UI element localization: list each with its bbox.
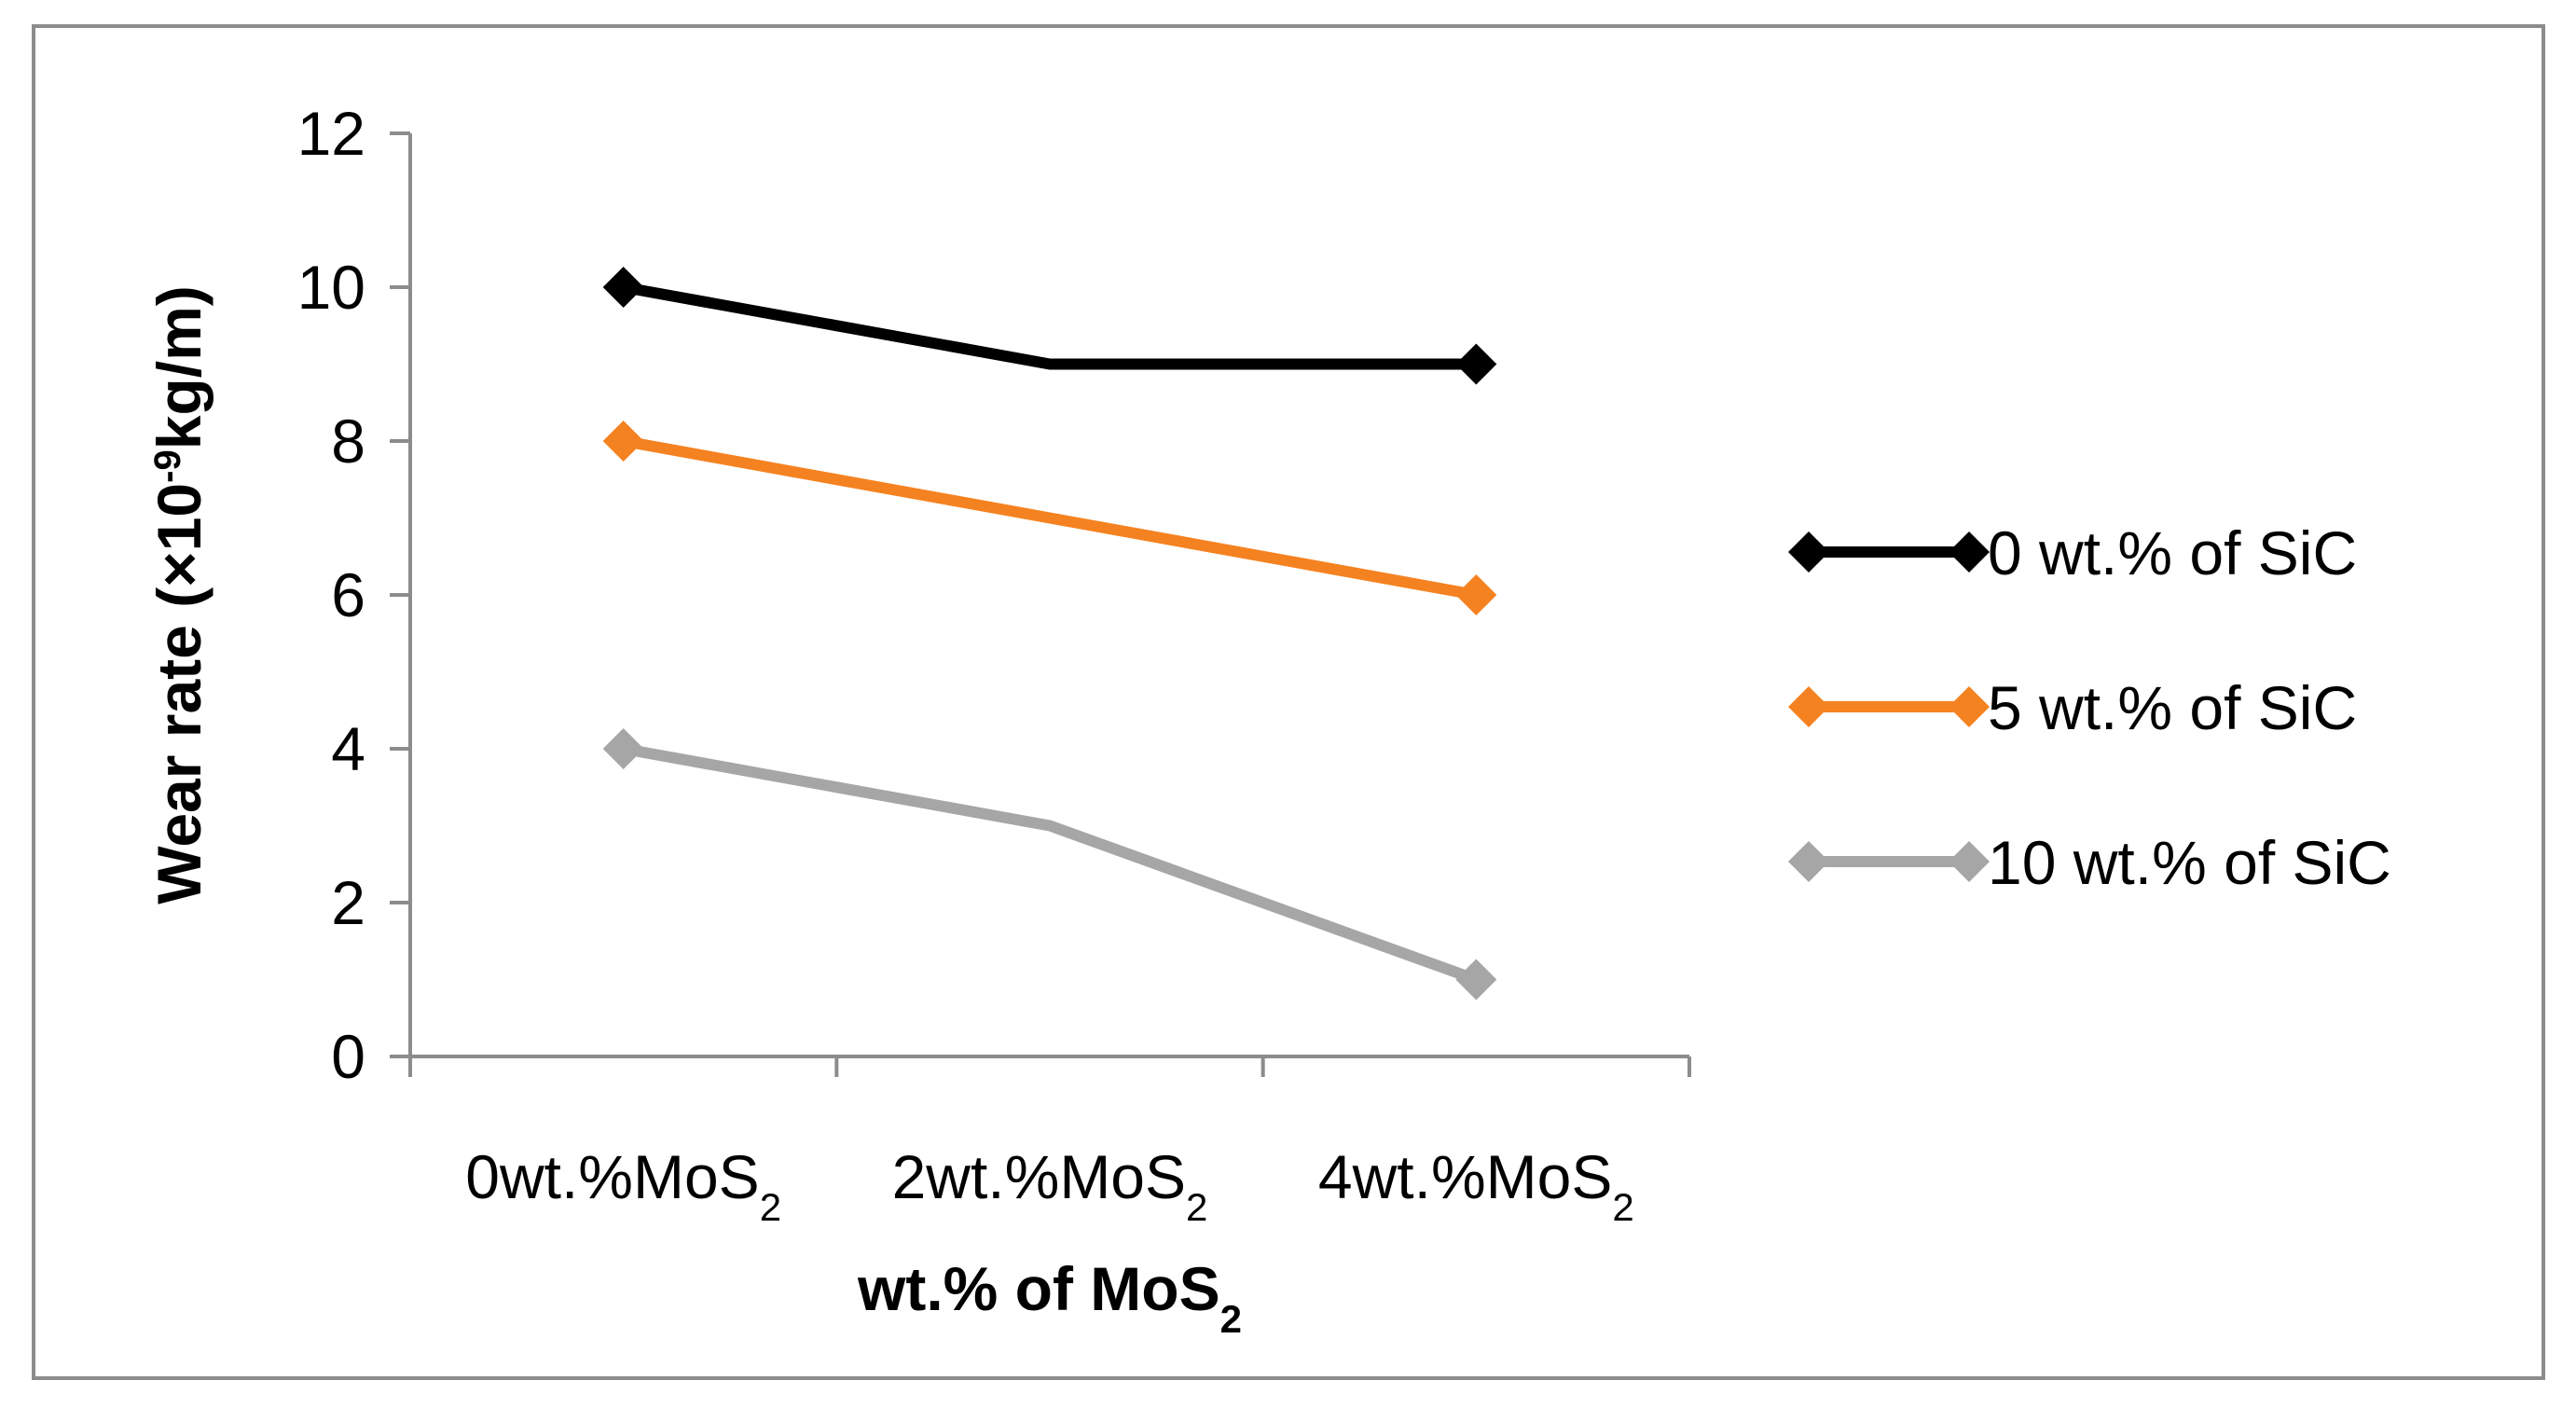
series-line [622,282,1477,370]
series-1 [602,421,1497,615]
legend-label: 10 wt.% of SiC [1988,828,2391,897]
series-line [622,435,1478,600]
y-tick-label: 2 [331,868,365,937]
y-ticks: 0 2 4 6 8 10 12 [297,99,410,1091]
data-point [602,728,644,769]
y-tick-label: 0 [331,1022,365,1091]
legend-label: 5 wt.% of SiC [1988,673,2357,742]
data-point [1455,343,1497,385]
legend: 0 wt.% of SiC 5 wt.% of SiC 10 wt.% of SiC [1788,518,2391,897]
legend-marker [1949,841,1990,882]
chart-frame [32,24,2545,1380]
legend-marker [1949,686,1990,727]
series-layer [602,267,1497,1001]
legend-item: 10 wt.% of SiC [1788,828,2391,897]
data-point [1455,574,1497,615]
legend-item: 5 wt.% of SiC [1788,673,2357,742]
y-axis-title: Wear rate (×10-9kg/m) [145,285,214,904]
data-point [602,421,644,462]
y-tick-label: 12 [297,99,365,168]
x-axis-title: wt.% of MoS2 [857,1254,1242,1341]
legend-item: 0 wt.% of SiC [1788,518,2357,587]
y-tick-label: 8 [331,407,365,476]
legend-marker [1788,531,1829,573]
legend-marker [1788,686,1829,727]
y-tick-label: 4 [331,714,365,783]
series-0 [602,267,1497,385]
x-tick-label: 0wt.%MoS2 [465,1142,781,1229]
x-tick-label: 2wt.%MoS2 [892,1142,1208,1229]
data-point [1455,959,1497,1001]
x-ticks: 0wt.%MoS2 2wt.%MoS2 4wt.%MoS2 [408,1056,1691,1229]
x-tick-label: 4wt.%MoS2 [1318,1142,1634,1229]
legend-marker [1788,841,1829,882]
series-line [622,743,1479,986]
series-2 [602,728,1497,1001]
legend-label: 0 wt.% of SiC [1988,518,2357,587]
data-point [602,267,644,308]
y-tick-label: 10 [297,253,365,322]
legend-marker [1949,531,1990,573]
y-tick-label: 6 [331,560,365,629]
